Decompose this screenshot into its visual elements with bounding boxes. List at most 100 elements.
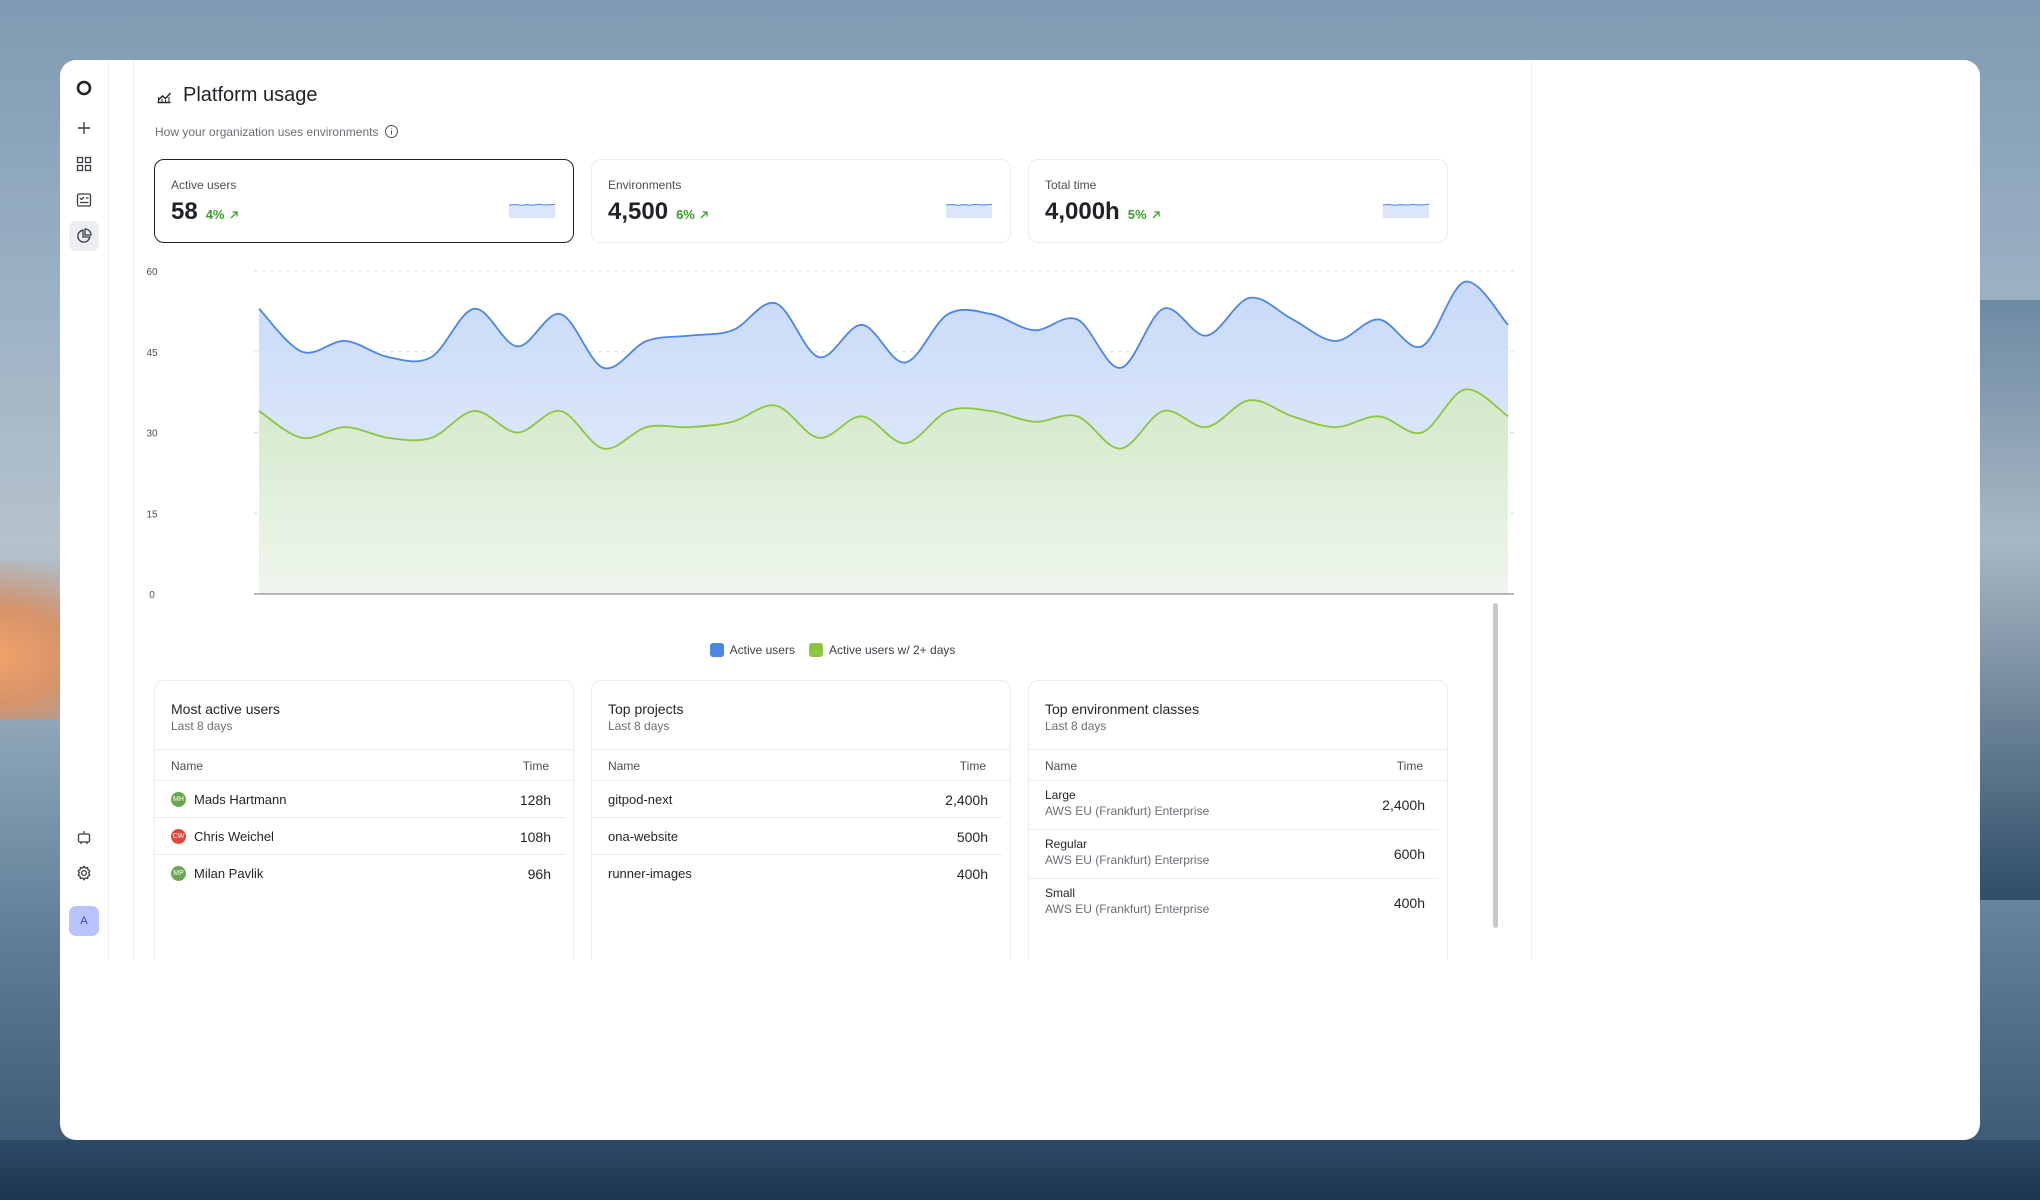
column-header-time[interactable]: Time <box>523 759 549 773</box>
class-name: Regular <box>1045 837 1087 851</box>
table-row[interactable]: CW Chris Weichel 108h <box>155 818 565 855</box>
y-tick-label: 15 <box>146 509 158 520</box>
legend-item-active-users[interactable]: Active users <box>710 643 795 657</box>
user-time: 108h <box>520 829 551 845</box>
avatar: CW <box>171 829 186 844</box>
arrow-up-right-icon <box>1151 210 1161 220</box>
project-time: 2,400h <box>945 792 988 808</box>
project-time: 400h <box>957 866 988 882</box>
column-header-name[interactable]: Name <box>1045 759 1077 773</box>
panel-title: Top environment classes <box>1045 701 1199 717</box>
user-name: Chris Weichel <box>194 829 274 844</box>
stat-card-total-time[interactable]: Total time 4,000h 5% <box>1028 159 1448 243</box>
y-tick-label: 0 <box>149 590 155 600</box>
gear-icon[interactable] <box>69 858 99 888</box>
pie-chart-icon[interactable] <box>69 221 99 251</box>
table-row[interactable]: gitpod-next 2,400h <box>592 781 1002 818</box>
scrollbar[interactable] <box>1493 603 1498 928</box>
avatar[interactable]: A <box>69 906 99 936</box>
class-detail: AWS EU (Frankfurt) Enterprise <box>1045 902 1209 916</box>
grid-icon[interactable] <box>69 149 99 179</box>
sparkline <box>1383 200 1429 218</box>
table-row[interactable]: MP Milan Pavlik 96h <box>155 855 565 892</box>
avatar: MP <box>171 866 186 881</box>
plus-icon[interactable] <box>69 113 99 143</box>
y-tick-label: 45 <box>146 348 158 359</box>
user-time: 96h <box>528 866 551 882</box>
stat-label: Environments <box>608 178 681 192</box>
panel-subtitle: Last 8 days <box>171 719 232 733</box>
page-subtitle: How your organization uses environments <box>155 125 378 139</box>
main-content: Platform usage How your organization use… <box>133 60 1532 960</box>
stat-value: 58 <box>171 198 198 226</box>
class-time: 2,400h <box>1382 797 1425 813</box>
chart-legend: Active users Active users w/ 2+ days <box>134 643 1531 657</box>
stat-card-environments[interactable]: Environments 4,500 6% <box>591 159 1011 243</box>
legend-label: Active users <box>730 643 795 657</box>
legend-item-active-users-2plus[interactable]: Active users w/ 2+ days <box>809 643 955 657</box>
sparkline <box>509 200 555 218</box>
column-header-name[interactable]: Name <box>608 759 640 773</box>
panel-subtitle: Last 8 days <box>1045 719 1106 733</box>
checklist-icon[interactable] <box>69 185 99 215</box>
left-rail: A <box>60 60 109 960</box>
table-row[interactable]: Regular AWS EU (Frankfurt) Enterprise 60… <box>1029 830 1439 879</box>
stat-delta: 4% <box>206 207 239 222</box>
class-detail: AWS EU (Frankfurt) Enterprise <box>1045 853 1209 867</box>
project-name: runner-images <box>608 866 692 881</box>
table-row[interactable]: ona-website 500h <box>592 818 1002 855</box>
page-header: Platform usage <box>155 84 318 107</box>
panel-top-projects: Top projects Last 8 days Name Time gitpo… <box>591 680 1011 960</box>
user-time: 128h <box>520 792 551 808</box>
legend-swatch <box>809 643 823 657</box>
class-time: 600h <box>1394 846 1425 862</box>
user-name: Mads Hartmann <box>194 792 286 807</box>
stat-label: Total time <box>1045 178 1096 192</box>
column-header-time[interactable]: Time <box>1397 759 1423 773</box>
column-header-name[interactable]: Name <box>171 759 203 773</box>
stat-value: 4,000h <box>1045 198 1120 226</box>
project-time: 500h <box>957 829 988 845</box>
page-title: Platform usage <box>183 84 318 107</box>
usage-area-chart[interactable]: 015304560Apr 30May 2May 4May 6May 8May 1… <box>134 255 1531 600</box>
stat-label: Active users <box>171 178 236 192</box>
panel-most-active-users: Most active users Last 8 days Name Time … <box>154 680 574 960</box>
legend-label: Active users w/ 2+ days <box>829 643 955 657</box>
panel-top-environment-classes: Top environment classes Last 8 days Name… <box>1028 680 1448 960</box>
y-tick-label: 60 <box>146 267 158 278</box>
table-header: Name Time <box>1029 749 1447 781</box>
column-header-time[interactable]: Time <box>960 759 986 773</box>
stat-card-active-users[interactable]: Active users 58 4% <box>154 159 574 243</box>
app-window: A Platform usage How your organization u… <box>60 60 1980 1140</box>
panel-title: Most active users <box>171 701 280 717</box>
class-name: Large <box>1045 788 1076 802</box>
stat-delta: 5% <box>1128 207 1161 222</box>
page-subtitle-row: How your organization uses environments <box>155 124 399 139</box>
user-name: Milan Pavlik <box>194 866 263 881</box>
table-row[interactable]: MH Mads Hartmann 128h <box>155 781 565 818</box>
class-name: Small <box>1045 886 1075 900</box>
y-tick-label: 30 <box>146 429 158 440</box>
project-name: ona-website <box>608 829 678 844</box>
table-header: Name Time <box>155 749 573 781</box>
arrow-up-right-icon <box>229 210 239 220</box>
panel-subtitle: Last 8 days <box>608 719 669 733</box>
table-row[interactable]: runner-images 400h <box>592 855 1002 892</box>
panel-title: Top projects <box>608 701 683 717</box>
info-icon[interactable] <box>384 124 399 139</box>
background-lake <box>0 1140 2040 1200</box>
avatar: MH <box>171 792 186 807</box>
sparkline <box>946 200 992 218</box>
legend-swatch <box>710 643 724 657</box>
table-header: Name Time <box>592 749 1010 781</box>
ona-logo-icon[interactable] <box>69 73 99 103</box>
stat-delta: 6% <box>676 207 709 222</box>
arrow-up-right-icon <box>699 210 709 220</box>
robot-icon[interactable] <box>69 822 99 852</box>
class-detail: AWS EU (Frankfurt) Enterprise <box>1045 804 1209 818</box>
background-right-edge <box>1980 300 2040 900</box>
line-chart-icon <box>155 87 173 105</box>
table-row[interactable]: Small AWS EU (Frankfurt) Enterprise 400h <box>1029 879 1439 928</box>
table-row[interactable]: Large AWS EU (Frankfurt) Enterprise 2,40… <box>1029 781 1439 830</box>
stat-value: 4,500 <box>608 198 668 226</box>
